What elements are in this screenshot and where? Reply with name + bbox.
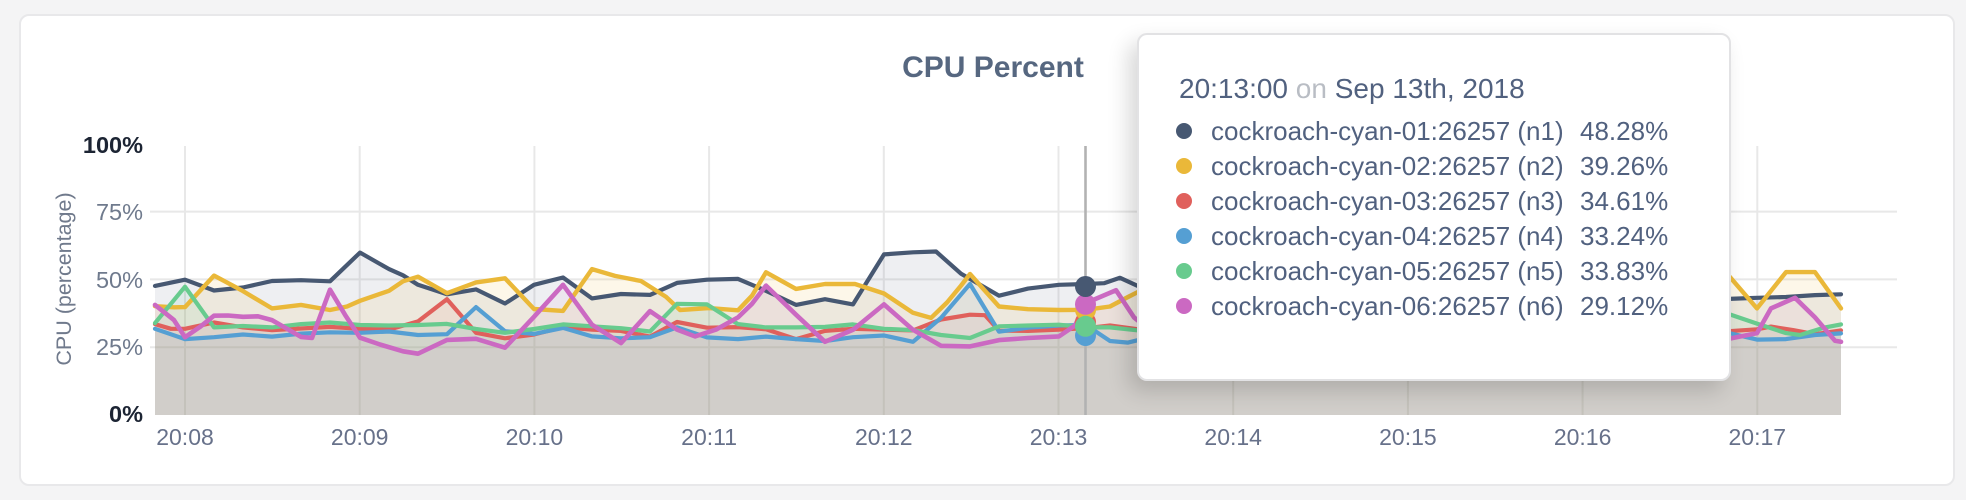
svg-text:20:08: 20:08 — [156, 424, 214, 450]
svg-text:20:15: 20:15 — [1379, 424, 1437, 450]
svg-text:20:16: 20:16 — [1554, 424, 1612, 450]
svg-text:25%: 25% — [96, 334, 143, 360]
svg-text:20:14: 20:14 — [1204, 424, 1262, 450]
svg-text:75%: 75% — [96, 199, 143, 225]
svg-text:20:13: 20:13 — [1030, 424, 1088, 450]
svg-text:20:12: 20:12 — [855, 424, 913, 450]
svg-text:20:10: 20:10 — [506, 424, 564, 450]
svg-text:50%: 50% — [96, 267, 143, 293]
svg-text:20:09: 20:09 — [331, 424, 389, 450]
svg-text:100%: 100% — [83, 132, 143, 158]
svg-text:20:17: 20:17 — [1729, 424, 1787, 450]
svg-text:20:11: 20:11 — [681, 424, 737, 450]
svg-text:CPU (percentage): CPU (percentage) — [52, 192, 76, 365]
svg-text:0%: 0% — [109, 401, 143, 427]
